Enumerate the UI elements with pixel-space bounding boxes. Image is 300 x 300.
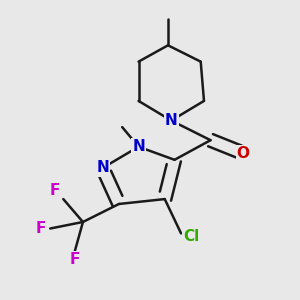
Text: F: F <box>70 252 80 267</box>
Text: F: F <box>35 221 46 236</box>
Text: O: O <box>237 146 250 161</box>
Text: N: N <box>96 160 109 175</box>
Text: N: N <box>165 113 178 128</box>
Text: F: F <box>50 183 60 198</box>
Text: N: N <box>132 139 145 154</box>
Text: Cl: Cl <box>183 229 199 244</box>
